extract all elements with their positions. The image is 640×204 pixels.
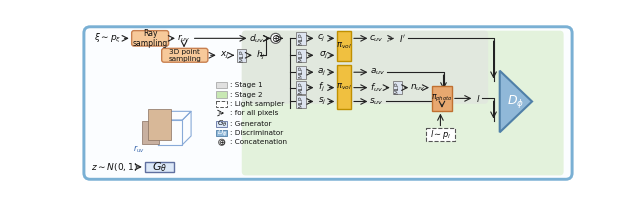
FancyBboxPatch shape (296, 81, 306, 94)
Text: MLP: MLP (298, 49, 303, 62)
Text: $\xi \sim p_\xi$: $\xi \sim p_\xi$ (94, 32, 122, 45)
Text: $c_j$: $c_j$ (317, 33, 326, 44)
Text: $D_\phi$: $D_\phi$ (506, 93, 524, 110)
Text: $a_{uv}$: $a_{uv}$ (370, 67, 385, 78)
Text: $G_\theta$: $G_\theta$ (216, 119, 227, 129)
Text: $I'$: $I'$ (399, 33, 406, 44)
Text: $f_{uv}$: $f_{uv}$ (370, 81, 383, 94)
FancyBboxPatch shape (242, 31, 488, 104)
FancyBboxPatch shape (296, 49, 306, 62)
Text: $c_{uv}$: $c_{uv}$ (369, 33, 384, 44)
FancyBboxPatch shape (242, 31, 564, 175)
Text: $r_{uv}$: $r_{uv}$ (134, 143, 145, 155)
FancyBboxPatch shape (132, 31, 168, 46)
Text: MLP: MLP (239, 49, 244, 62)
Text: $h_j$: $h_j$ (255, 49, 265, 62)
Text: $\pi_{photo}$: $\pi_{photo}$ (431, 93, 453, 104)
Circle shape (271, 33, 281, 43)
Text: $l \sim p_l$: $l \sim p_l$ (429, 128, 451, 141)
Text: $s_j$: $s_j$ (317, 96, 326, 107)
Text: $\oplus$: $\oplus$ (218, 138, 225, 147)
FancyBboxPatch shape (432, 86, 452, 111)
FancyBboxPatch shape (426, 129, 455, 141)
FancyBboxPatch shape (337, 31, 351, 61)
Text: MLP: MLP (395, 81, 400, 94)
Text: : Discriminator: : Discriminator (230, 130, 284, 136)
Text: : Stage 1: : Stage 1 (230, 82, 263, 88)
Text: MLP: MLP (298, 32, 303, 45)
Text: : Light sampler: : Light sampler (230, 101, 284, 107)
Text: $r_{uv}$: $r_{uv}$ (177, 33, 191, 44)
Text: $z \sim N(0,1)$: $z \sim N(0,1)$ (91, 161, 138, 173)
Text: $D_\phi$: $D_\phi$ (216, 127, 227, 139)
Text: Ray
sampling: Ray sampling (132, 29, 168, 48)
Polygon shape (500, 71, 532, 132)
FancyBboxPatch shape (162, 48, 208, 62)
Text: $d_{uv}$: $d_{uv}$ (250, 32, 265, 45)
FancyBboxPatch shape (148, 109, 171, 140)
Text: $\sigma_j$: $\sigma_j$ (319, 50, 328, 61)
FancyBboxPatch shape (145, 162, 174, 172)
Text: $\oplus$: $\oplus$ (271, 33, 280, 44)
Text: $n_{uv}$: $n_{uv}$ (410, 82, 425, 93)
Text: $\pi_{vol}$: $\pi_{vol}$ (336, 41, 352, 51)
FancyBboxPatch shape (216, 130, 227, 136)
Text: $x_j$: $x_j$ (220, 50, 230, 61)
Text: MLP: MLP (298, 66, 303, 79)
Text: $f_j$: $f_j$ (318, 81, 325, 94)
FancyBboxPatch shape (296, 32, 306, 45)
Text: : Generator: : Generator (230, 121, 272, 127)
Text: MLP: MLP (298, 95, 303, 108)
Text: $\pi_{vol}$: $\pi_{vol}$ (336, 82, 352, 92)
FancyBboxPatch shape (216, 121, 227, 127)
Text: : Stage 2: : Stage 2 (230, 92, 263, 98)
Text: $l$: $l$ (476, 93, 481, 104)
FancyBboxPatch shape (337, 64, 351, 109)
Circle shape (219, 139, 225, 145)
FancyBboxPatch shape (216, 82, 227, 88)
Text: $\boldsymbol{G_\theta}$: $\boldsymbol{G_\theta}$ (152, 160, 167, 174)
Text: $s_{uv}$: $s_{uv}$ (369, 96, 384, 107)
FancyBboxPatch shape (393, 81, 402, 94)
Text: : for all pixels: : for all pixels (230, 110, 278, 116)
Text: : Concatenation: : Concatenation (230, 139, 287, 145)
FancyBboxPatch shape (84, 27, 572, 179)
FancyBboxPatch shape (216, 91, 227, 98)
FancyBboxPatch shape (296, 66, 306, 79)
Text: $a_j$: $a_j$ (317, 67, 326, 78)
FancyBboxPatch shape (296, 95, 306, 108)
FancyBboxPatch shape (141, 121, 159, 144)
FancyBboxPatch shape (237, 49, 246, 62)
FancyBboxPatch shape (216, 101, 227, 107)
Text: 3D point
sampling: 3D point sampling (168, 49, 201, 62)
Text: MLP: MLP (298, 81, 303, 94)
